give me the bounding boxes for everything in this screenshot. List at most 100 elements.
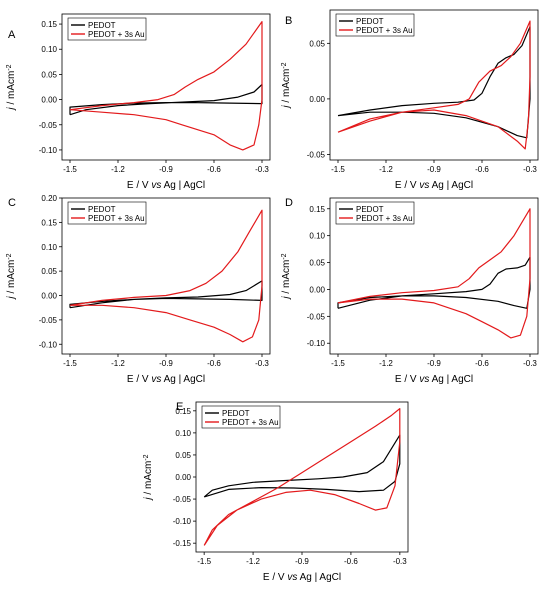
y-axis-label: j / mAcm-2 [6, 64, 18, 111]
x-tick-label: -0.3 [255, 165, 269, 174]
x-tick-label: -1.2 [111, 165, 125, 174]
x-tick-label: -0.9 [159, 165, 173, 174]
legend-box [335, 13, 415, 37]
legend-entry: PEDOT [356, 205, 384, 214]
y-tick-label: 0.10 [41, 243, 57, 252]
x-tick-label: -0.6 [475, 165, 489, 174]
x-axis-label: E / V vs Ag | AgCl [263, 572, 341, 583]
x-tick-label: -1.2 [379, 359, 393, 368]
y-axis-label: j / mAcm-2 [6, 253, 18, 300]
x-tick-label: -0.3 [393, 557, 407, 566]
x-tick-label: -0.6 [475, 359, 489, 368]
x-tick-label: -1.2 [246, 557, 260, 566]
x-tick-label: -0.6 [207, 359, 221, 368]
legend-box [67, 201, 147, 225]
legend-entry: PEDOT + 3s Au [88, 214, 145, 223]
y-tick-label: -0.05 [307, 150, 326, 159]
y-tick-label: -0.10 [39, 340, 58, 349]
x-axis-label: E / V vs Ag | AgCl [127, 374, 205, 385]
y-tick-label: 0.15 [41, 20, 57, 29]
x-tick-label: -1.5 [63, 165, 77, 174]
x-tick-label: -0.3 [523, 165, 537, 174]
series-line-pedot-au [337, 20, 531, 150]
legend-entry: PEDOT + 3s Au [88, 30, 145, 39]
x-tick-label: -1.5 [331, 165, 345, 174]
y-tick-label: 0.15 [41, 218, 57, 227]
x-tick-label: -0.6 [207, 165, 221, 174]
y-tick-label: 0.20 [41, 194, 57, 203]
panel-b: B -1.5 -1.2 -0.9 -0.6 -0.3 -0.05 0.00 0.05 E / V … [281, 9, 539, 191]
x-axis-label: E / V vs Ag | AgCl [127, 180, 205, 191]
panel-label: D [285, 197, 293, 209]
x-tick-label: -0.6 [344, 557, 358, 566]
x-tick-label: -1.2 [111, 359, 125, 368]
y-tick-label: -0.15 [173, 539, 192, 548]
x-tick-label: -1.2 [379, 165, 393, 174]
series-line-pedot-au [69, 209, 263, 343]
panel-e: E -1.5 -1.2 -0.9 -0.6 -0.3 -0.15 -0.10 -0.05 0.00… [143, 401, 409, 583]
y-axis-label: j / mAcm-2 [281, 62, 293, 109]
y-tick-label: 0.00 [41, 292, 57, 301]
panel-d: D -1.5 -1.2 -0.9 -0.6 -0.3 -0.10 -0.05 0.00 0.05 0… [281, 197, 539, 385]
legend-entry: PEDOT [88, 205, 116, 214]
x-tick-label: -0.9 [427, 359, 441, 368]
legend-entry: PEDOT [222, 409, 250, 418]
y-tick-label: 0.05 [41, 70, 57, 79]
series-line-pedot [337, 26, 531, 139]
x-tick-label: -1.5 [197, 557, 211, 566]
y-tick-label: 0.05 [309, 259, 325, 268]
y-tick-label: 0.10 [41, 45, 57, 54]
y-tick-label: -0.05 [39, 121, 58, 130]
legend-entry: PEDOT + 3s Au [222, 418, 279, 427]
x-tick-label: -1.5 [63, 359, 77, 368]
x-tick-label: -0.9 [427, 165, 441, 174]
panel-label: A [8, 29, 16, 41]
y-tick-label: -0.05 [39, 316, 58, 325]
legend-box [201, 405, 281, 429]
panel-c: C -1.5 -1.2 -0.9 -0.6 -0.3 -0.10 -0.05 0.00 0.05 0… [6, 194, 271, 385]
y-tick-label: -0.05 [307, 312, 326, 321]
x-tick-label: -1.5 [331, 359, 345, 368]
y-axis-label: j / mAcm-2 [281, 253, 293, 300]
y-tick-label: 0.00 [41, 96, 57, 105]
y-tick-label: 0.10 [175, 429, 191, 438]
y-tick-label: 0.10 [309, 232, 325, 241]
y-tick-label: 0.05 [309, 39, 325, 48]
y-tick-label: -0.10 [307, 339, 326, 348]
x-tick-label: -0.9 [295, 557, 309, 566]
legend-box [335, 201, 415, 225]
y-tick-label: -0.05 [173, 495, 192, 504]
legend-entry: PEDOT + 3s Au [356, 26, 413, 35]
panel-label: E [176, 401, 183, 413]
x-tick-label: -0.3 [523, 359, 537, 368]
x-axis-label: E / V vs Ag | AgCl [395, 374, 473, 385]
legend-entry: PEDOT [356, 17, 384, 26]
series-line-pedot [203, 434, 401, 498]
y-tick-label: -0.10 [39, 146, 58, 155]
panel-a: A -1.5 -1.2 -0.9 -0.6 -0.3 -0.10 -0.05 0.00 0.05 0… [6, 13, 271, 191]
series-line-pedot [69, 280, 263, 309]
y-axis-label: j / mAcm-2 [143, 454, 155, 501]
series-line-pedot-au [203, 408, 401, 546]
y-tick-label: 0.15 [175, 407, 191, 416]
series-line-pedot-au [337, 208, 531, 339]
y-tick-label: -0.10 [173, 517, 192, 526]
y-tick-label: 0.15 [309, 205, 325, 214]
y-tick-label: 0.05 [175, 451, 191, 460]
legend-box [67, 17, 147, 41]
series-line-pedot [69, 83, 263, 116]
y-tick-label: 0.00 [309, 95, 325, 104]
legend-entry: PEDOT [88, 21, 116, 30]
x-axis-label: E / V vs Ag | AgCl [395, 180, 473, 191]
panel-label: C [8, 197, 16, 209]
legend-entry: PEDOT + 3s Au [356, 214, 413, 223]
panel-label: B [285, 15, 292, 27]
series-line-pedot-au [69, 21, 263, 151]
x-tick-label: -0.3 [255, 359, 269, 368]
y-tick-label: 0.00 [175, 473, 191, 482]
